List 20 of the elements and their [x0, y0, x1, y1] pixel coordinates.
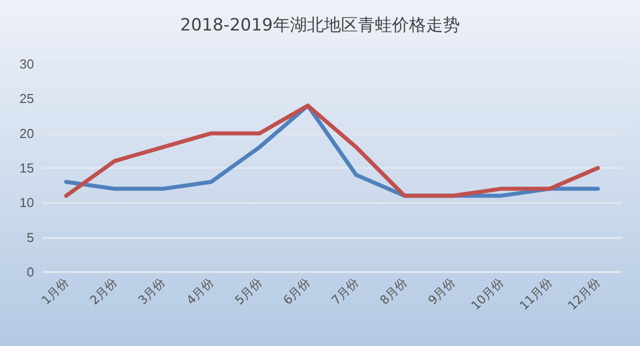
y-tick-label: 25: [20, 91, 34, 106]
y-tick-label: 15: [20, 160, 34, 176]
y-tick-label: 10: [20, 195, 34, 210]
x-tick-label: 2月份: [87, 275, 120, 308]
x-tick-label: 9月份: [426, 275, 458, 308]
y-tick-label: 30: [20, 56, 34, 72]
x-tick-label: 12月份: [565, 275, 603, 313]
x-tick-label: 7月份: [328, 275, 362, 308]
x-tick-label: 11月份: [516, 275, 554, 313]
y-tick-label: 0: [26, 264, 34, 280]
chart-title: 2018-2019年湖北地区青蛙价格走势: [180, 16, 460, 36]
y-tick-label: 20: [20, 126, 34, 141]
x-tick-label: 8月份: [377, 275, 410, 308]
y-tick-label: 5: [26, 230, 34, 245]
x-tick-label: 3月份: [136, 275, 168, 308]
x-tick-label: 1月份: [38, 275, 72, 308]
x-tick-label: 10月份: [468, 275, 506, 313]
x-tick-label: 4月份: [184, 275, 216, 308]
x-tick-label: 5月份: [232, 275, 264, 308]
x-tick-label: 6月份: [280, 275, 313, 308]
